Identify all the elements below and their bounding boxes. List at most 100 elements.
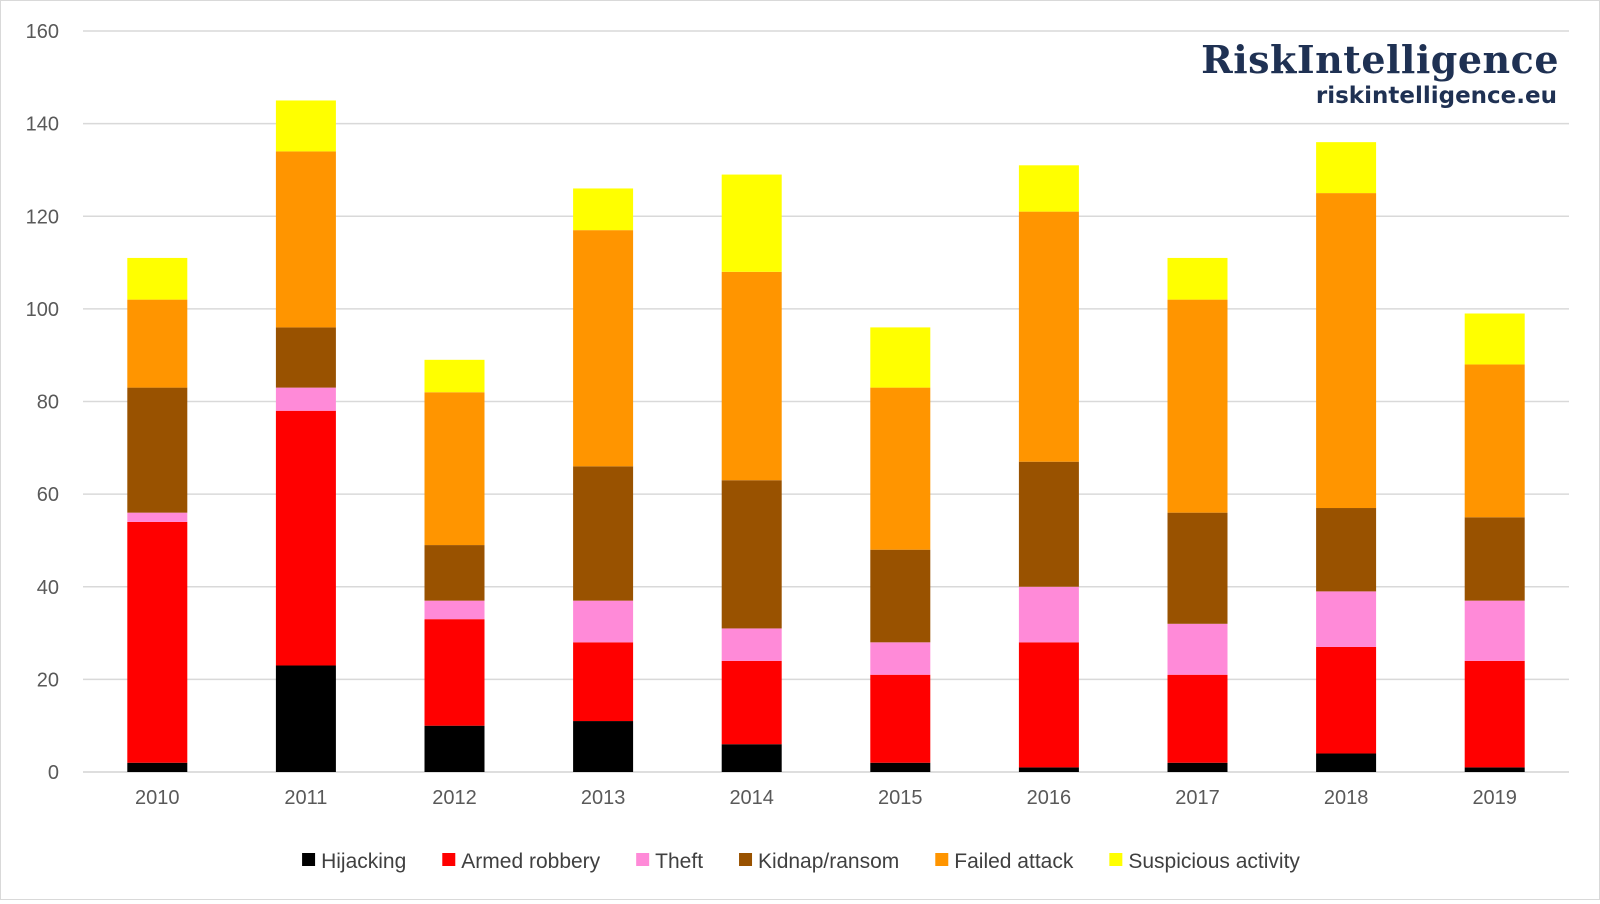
bar-2014-theft [721, 628, 782, 661]
legend-swatch [1109, 853, 1123, 866]
bar-2012-theft [424, 600, 485, 620]
x-tick-label: 2017 [1175, 787, 1220, 809]
bar-2010-failed-attack [127, 299, 188, 388]
bar-2015-hijacking [870, 762, 931, 772]
legend-swatch [442, 853, 456, 866]
x-tick-label: 2014 [729, 787, 774, 809]
brand-logo-text: RiskIntelligence [1201, 37, 1559, 82]
bar-2010-kidnap-ransom [127, 387, 188, 513]
bar-2011-kidnap-ransom [275, 327, 336, 388]
bars [127, 100, 1525, 772]
bar-2010-hijacking [127, 762, 188, 772]
legend-label: Failed attack [954, 850, 1074, 873]
y-tick-label: 60 [37, 484, 59, 506]
bar-2014-hijacking [721, 744, 782, 772]
bar-2018-theft [1316, 591, 1377, 647]
legend-item: Hijacking [302, 850, 406, 873]
bar-2017-armed-robbery [1167, 674, 1228, 763]
bar-2018-failed-attack [1316, 193, 1377, 509]
bar-2012-failed-attack [424, 392, 485, 546]
x-axis-tick-labels: 2010 2011 2012 2013 2014 2015 2016 2017 2018 2019 [135, 787, 1517, 809]
bar-2016-suspicious-activity [1018, 165, 1079, 212]
bar-2016-armed-robbery [1018, 642, 1079, 768]
legend: Hijacking Armed robbery Theft Kidnap/ransom… [302, 850, 1300, 873]
bar-2017-theft [1167, 623, 1228, 675]
bar-2011-theft [275, 387, 336, 411]
x-tick-label: 2019 [1472, 787, 1517, 809]
bar-2019-theft [1464, 600, 1525, 661]
legend-item: Suspicious activity [1109, 850, 1300, 873]
y-tick-label: 160 [26, 21, 59, 43]
y-tick-label: 100 [26, 299, 59, 321]
legend-swatch [302, 853, 316, 866]
bar-2016-hijacking [1018, 767, 1079, 772]
x-tick-label: 2015 [878, 787, 923, 809]
bar-2016-kidnap-ransom [1018, 461, 1079, 587]
bar-2015-theft [870, 642, 931, 675]
bar-2019-kidnap-ransom [1464, 517, 1525, 601]
legend-swatch [935, 853, 949, 866]
bar-2010-suspicious-activity [127, 257, 188, 300]
y-axis-tick-labels: 0 20 40 60 80 100 120 140 160 [26, 21, 59, 784]
bar-2011-failed-attack [275, 151, 336, 328]
bar-2011-hijacking [275, 665, 336, 772]
bar-2018-armed-robbery [1316, 646, 1377, 754]
brand-url: riskintelligence.eu [1315, 83, 1557, 109]
legend-label: Suspicious activity [1128, 850, 1300, 873]
legend-item: Kidnap/ransom [739, 850, 899, 873]
bar-2016-failed-attack [1018, 211, 1079, 462]
bar-2014-armed-robbery [721, 660, 782, 745]
bar-2015-armed-robbery [870, 674, 931, 763]
bar-2015-kidnap-ransom [870, 549, 931, 643]
legend-item: Theft [636, 850, 703, 873]
bar-2012-armed-robbery [424, 619, 485, 726]
bar-2017-kidnap-ransom [1167, 512, 1228, 624]
x-tick-label: 2018 [1324, 787, 1369, 809]
y-tick-label: 140 [26, 114, 59, 136]
legend-item: Failed attack [935, 850, 1074, 873]
bar-2013-hijacking [573, 721, 634, 772]
y-tick-label: 80 [37, 392, 59, 414]
bar-2011-armed-robbery [275, 410, 336, 666]
bar-2018-suspicious-activity [1316, 142, 1377, 194]
bar-2014-failed-attack [721, 271, 782, 481]
y-tick-label: 40 [37, 577, 59, 599]
x-tick-label: 2012 [432, 787, 477, 809]
legend-label: Theft [655, 850, 703, 873]
x-tick-label: 2013 [581, 787, 626, 809]
bar-2017-hijacking [1167, 762, 1228, 772]
y-tick-label: 120 [26, 206, 59, 228]
bar-2010-armed-robbery [127, 521, 188, 763]
bar-2012-hijacking [424, 725, 485, 772]
legend-label: Armed robbery [461, 850, 600, 873]
bar-2013-kidnap-ransom [573, 466, 634, 601]
legend-label: Kidnap/ransom [758, 850, 899, 873]
x-tick-label: 2011 [284, 787, 327, 809]
bar-2018-hijacking [1316, 753, 1377, 772]
legend-swatch [739, 853, 753, 866]
bar-2019-hijacking [1464, 767, 1525, 772]
bar-2010-theft [127, 512, 188, 522]
legend-label: Hijacking [321, 850, 406, 873]
bar-2019-suspicious-activity [1464, 313, 1525, 365]
bar-2017-suspicious-activity [1167, 257, 1228, 300]
bar-2013-theft [573, 600, 634, 643]
bar-2015-suspicious-activity [870, 327, 931, 388]
bar-2019-armed-robbery [1464, 660, 1525, 768]
bar-2017-failed-attack [1167, 299, 1228, 513]
bar-2013-suspicious-activity [573, 188, 634, 231]
bar-2018-kidnap-ransom [1316, 508, 1377, 592]
bar-2012-suspicious-activity [424, 359, 485, 393]
bar-2013-failed-attack [573, 230, 634, 467]
bar-2019-failed-attack [1464, 364, 1525, 518]
bar-2015-failed-attack [870, 387, 931, 550]
legend-item: Armed robbery [442, 850, 601, 873]
x-tick-label: 2016 [1027, 787, 1072, 809]
x-tick-label: 2010 [135, 787, 180, 809]
bar-2014-kidnap-ransom [721, 480, 782, 629]
legend-swatch [636, 853, 650, 866]
bar-2016-theft [1018, 586, 1079, 643]
bar-2014-suspicious-activity [721, 174, 782, 272]
